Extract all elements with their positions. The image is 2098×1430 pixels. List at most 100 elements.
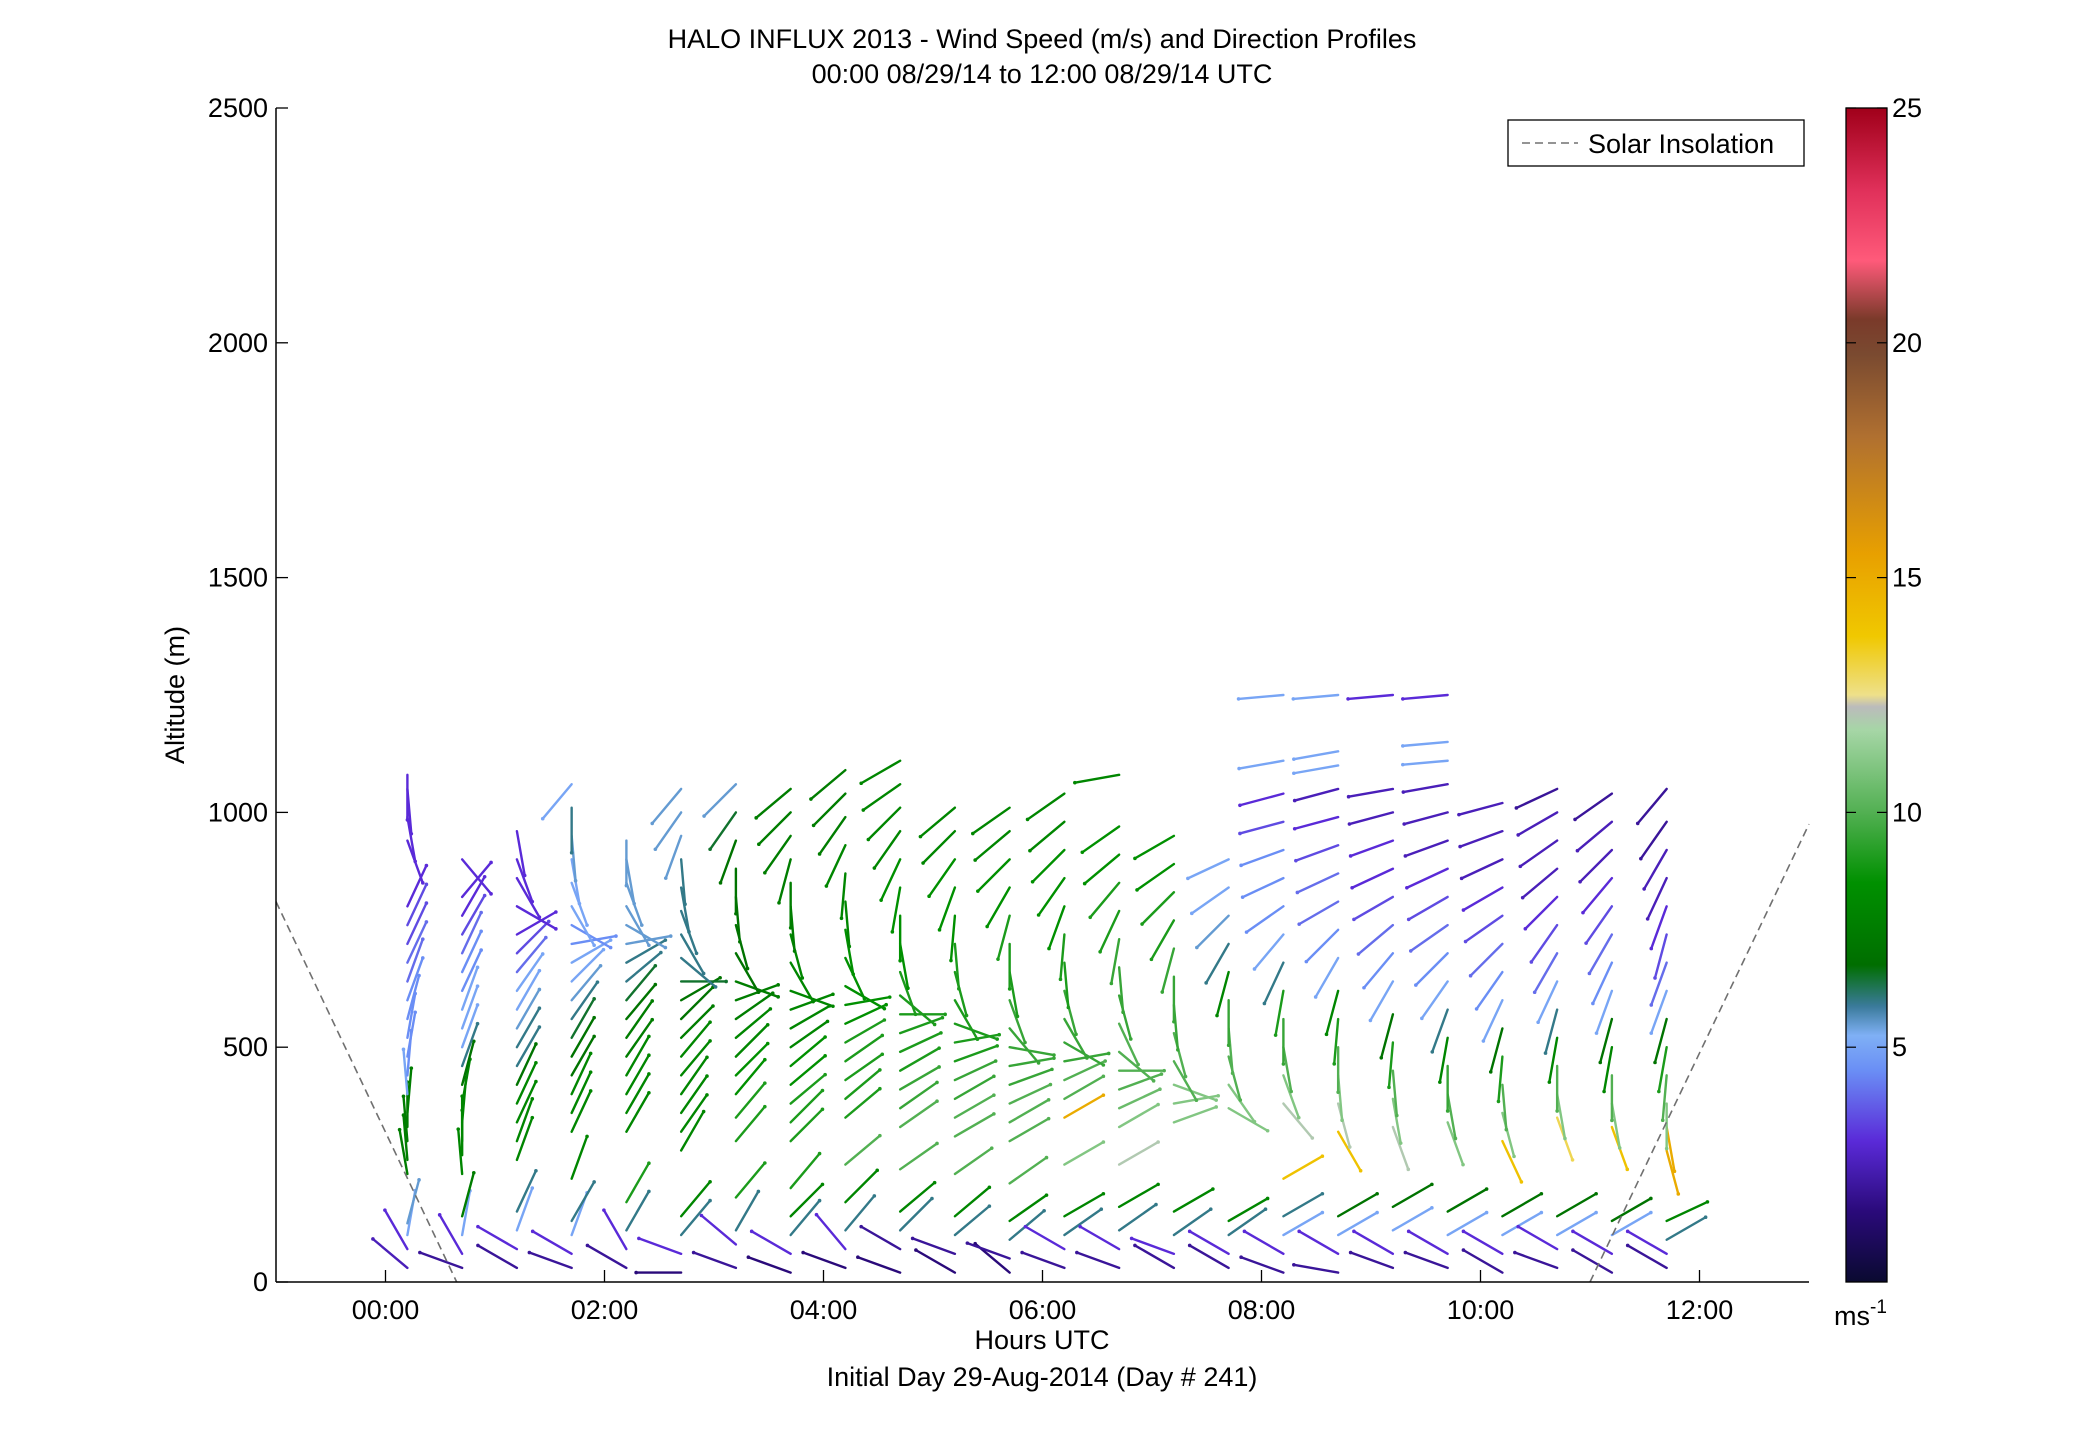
wind-vector — [1282, 1074, 1300, 1119]
wind-vector — [1297, 900, 1340, 926]
wind-vector — [1650, 989, 1668, 1035]
wind-vector — [953, 1204, 991, 1237]
x-tick-label: 12:00 — [1666, 1295, 1734, 1325]
wind-vector-head — [824, 884, 829, 888]
wind-profile — [1346, 693, 1434, 1270]
wind-vector — [763, 834, 792, 874]
wind-vector-head — [1653, 976, 1657, 980]
wind-vector-head — [1348, 1250, 1353, 1255]
wind-vector — [1026, 792, 1066, 821]
wind-vector-head — [878, 1133, 882, 1138]
wind-vector — [460, 1058, 472, 1105]
wind-vector — [1008, 1027, 1040, 1065]
wind-vector-head — [1408, 949, 1413, 953]
wind-vector-head — [1445, 1109, 1450, 1113]
wind-vector — [1292, 750, 1340, 761]
wind-vector-head — [637, 1236, 641, 1241]
wind-vector-head — [577, 901, 582, 906]
wind-vector-head — [878, 1068, 882, 1072]
wind-vector-head — [817, 1151, 822, 1156]
x-tick-label: 04:00 — [790, 1295, 858, 1325]
wind-vector-head — [987, 1185, 992, 1190]
wind-vector — [1292, 693, 1340, 701]
wind-vector — [1391, 1069, 1399, 1117]
wind-vector-head — [1240, 895, 1245, 899]
wind-vector — [1237, 693, 1285, 701]
wind-vector-head — [1140, 922, 1144, 926]
wind-vector-head — [890, 930, 895, 934]
wind-vector-head — [1239, 863, 1243, 868]
wind-vector-head — [592, 1180, 596, 1184]
wind-vector-head — [1292, 826, 1297, 831]
wind-vector-head — [921, 861, 925, 865]
wind-vector-head — [1405, 885, 1409, 890]
wind-vector — [1446, 1121, 1465, 1166]
wind-vector-head — [993, 1059, 998, 1063]
wind-vector — [383, 1208, 409, 1251]
wind-vector-head — [788, 926, 793, 930]
wind-vector-head — [1617, 1146, 1622, 1150]
wind-vector-head — [914, 1248, 918, 1252]
wind-vector — [402, 1095, 409, 1143]
wind-vector-head — [898, 958, 902, 963]
chart-title: HALO INFLUX 2013 - Wind Speed (m/s) and … — [668, 24, 1417, 54]
x-axis-ticks: 00:00 02:00 04:00 06:00 08:00 10:00 12:00 — [352, 1270, 1734, 1325]
wind-vector-head — [653, 982, 658, 987]
wind-vector — [570, 905, 596, 947]
wind-vector-head — [1214, 1098, 1218, 1102]
wind-vector-head — [820, 1107, 825, 1112]
wind-vector — [898, 970, 917, 1016]
wind-vector-head — [1304, 959, 1309, 964]
wind-vector-head — [1461, 908, 1466, 912]
wind-profile — [1401, 693, 1489, 1270]
wind-vector-head — [1292, 771, 1296, 776]
wind-vector-head — [817, 852, 822, 856]
wind-vector-head — [1332, 1062, 1337, 1066]
wind-vector — [679, 1180, 712, 1218]
wind-vector — [1401, 740, 1449, 748]
wind-vector-head — [839, 916, 844, 921]
wind-vector-head — [653, 847, 658, 852]
wind-vector-head — [957, 986, 961, 991]
wind-vector — [927, 858, 957, 898]
wind-vector — [1297, 1230, 1340, 1256]
wind-vector — [949, 914, 957, 962]
wind-vector-head — [401, 1047, 406, 1052]
wind-vector — [1571, 1230, 1614, 1256]
wind-vector — [844, 900, 851, 948]
wind-vector-head — [475, 1021, 480, 1026]
wind-vector — [570, 997, 596, 1040]
colorbar-bar — [1845, 107, 1888, 1283]
wind-vector-head — [820, 1088, 825, 1093]
wind-vector-head — [647, 1189, 651, 1194]
wind-vector — [515, 905, 558, 931]
wind-vector — [1037, 876, 1066, 917]
x-tick-label: 08:00 — [1228, 1295, 1296, 1325]
wind-vector — [602, 1208, 628, 1251]
wind-vector — [825, 844, 847, 888]
wind-vector — [625, 934, 672, 946]
wind-vector — [460, 1022, 479, 1068]
wind-vector-head — [792, 949, 797, 953]
wind-vector — [789, 1073, 827, 1105]
wind-vector-head — [1101, 1093, 1106, 1097]
wind-vector-head — [1570, 1158, 1575, 1162]
wind-vector-head — [880, 1052, 885, 1057]
wind-vector-head — [1236, 697, 1241, 701]
wind-vector-head — [663, 876, 668, 880]
wind-vector-head — [970, 831, 975, 836]
wind-vector — [1457, 801, 1504, 816]
wind-vector — [966, 1241, 1011, 1260]
wind-vector-head — [811, 999, 815, 1004]
wind-vector — [1063, 1140, 1105, 1166]
wind-vector — [1188, 1244, 1230, 1270]
wind-vector-head — [1513, 1250, 1517, 1255]
wind-vector-head — [935, 1099, 939, 1104]
wind-vector — [460, 948, 483, 993]
wind-vector-head — [1158, 1087, 1162, 1092]
wind-vector — [625, 905, 651, 947]
wind-vector-head — [569, 850, 574, 855]
wind-vector — [898, 942, 910, 990]
wind-vector-head — [1296, 1115, 1301, 1120]
wind-vector — [1369, 980, 1395, 1022]
